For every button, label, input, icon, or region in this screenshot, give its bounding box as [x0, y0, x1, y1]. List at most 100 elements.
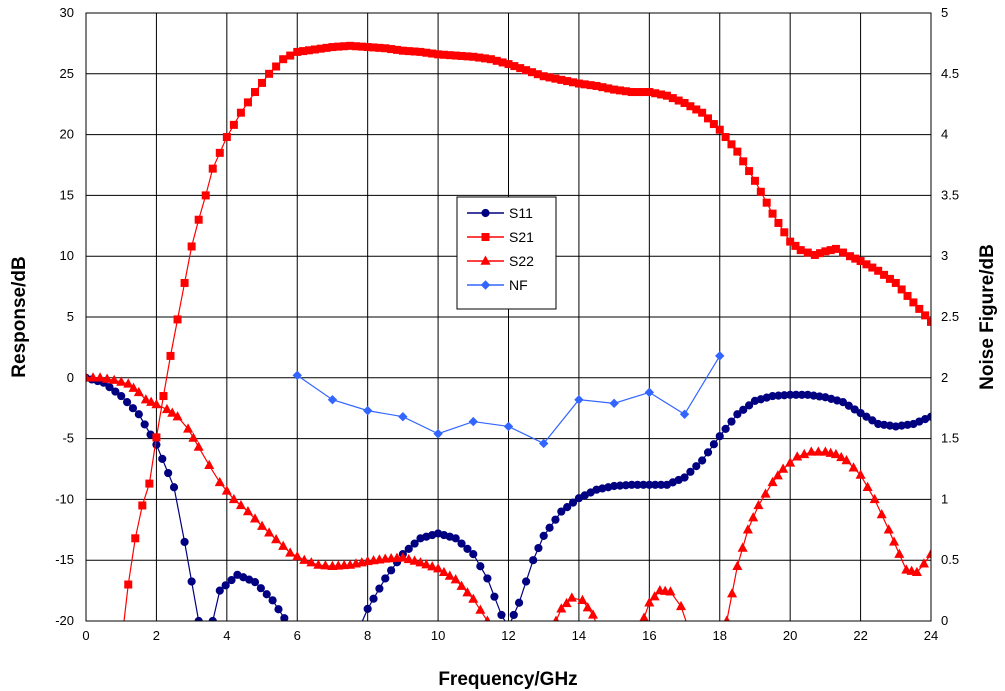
point-S11 [522, 577, 531, 586]
point-S11 [410, 539, 419, 548]
point-S11 [451, 534, 460, 543]
point-S21 [780, 228, 789, 237]
point-S11 [381, 574, 390, 583]
point-S11 [262, 590, 271, 599]
point-S11 [715, 432, 724, 441]
point-S22 [911, 566, 922, 577]
y-tick-label: 0 [67, 370, 74, 385]
point-S21 [786, 237, 795, 246]
point-S21 [921, 311, 930, 320]
point-S11 [709, 440, 718, 449]
point-S11 [199, 642, 206, 649]
x-tick-label: 20 [783, 628, 797, 643]
point-S11 [483, 574, 492, 583]
point-S11 [703, 448, 713, 457]
point-S22 [723, 615, 730, 621]
point-S22 [836, 451, 847, 462]
point-S22 [876, 509, 887, 519]
point-S22 [427, 561, 438, 571]
x-tick-label: 4 [223, 628, 230, 643]
point-S11 [122, 398, 132, 407]
y-tick-label: -20 [55, 613, 74, 628]
point-S21 [880, 270, 889, 279]
point-S21 [909, 298, 918, 307]
y2-tick-label: 3 [941, 248, 948, 263]
point-S21 [265, 69, 274, 78]
point-S11 [514, 598, 524, 607]
point-S11 [134, 410, 143, 419]
point-S22 [433, 563, 444, 573]
point-S21 [145, 479, 154, 488]
point-S11 [739, 405, 748, 414]
point-S22 [785, 457, 796, 467]
point-S22 [193, 441, 204, 451]
point-S11 [204, 630, 211, 637]
point-S22 [128, 382, 139, 392]
point-S22 [753, 499, 764, 510]
point-S21 [201, 191, 210, 200]
legend-label: S21 [509, 229, 534, 245]
point-S21 [774, 218, 783, 227]
point-S22 [820, 446, 831, 456]
y2-tick-label: 0.5 [941, 552, 959, 567]
point-S11 [268, 596, 277, 605]
point-S21 [152, 433, 161, 442]
point-S21 [796, 246, 805, 255]
point-S22 [256, 520, 268, 530]
point-S21 [756, 187, 765, 196]
point-S22 [925, 548, 931, 558]
point-S22 [86, 372, 92, 382]
point-S11 [152, 440, 161, 449]
point-S21 [885, 274, 894, 283]
point-S11 [557, 507, 566, 516]
point-S22 [409, 555, 420, 565]
point-S22 [161, 403, 173, 414]
point-S11 [158, 454, 167, 463]
x-tick-label: 10 [431, 628, 445, 643]
point-S22 [901, 564, 912, 574]
point-S11 [680, 473, 689, 482]
point-S22 [188, 432, 199, 442]
point-S22 [556, 603, 567, 613]
x-tick-label: 8 [364, 628, 371, 643]
point-NF [715, 351, 725, 361]
point-S22 [566, 592, 577, 602]
point-S21 [891, 278, 900, 287]
point-S22 [577, 594, 588, 605]
point-S21 [698, 108, 707, 117]
point-NF [503, 421, 514, 432]
y-tick-labels: -20 -15 -10 -5 0 5 10 15 20 25 30 [55, 5, 74, 628]
y2-tick-label: 1 [941, 491, 948, 506]
point-S21 [903, 291, 912, 300]
y-tick-label: 15 [60, 187, 74, 202]
point-S22 [684, 623, 692, 631]
point-S21 [229, 120, 238, 129]
legend-item-S22: S22 [467, 253, 534, 269]
point-S21 [897, 285, 906, 294]
point-S22 [587, 609, 599, 619]
point-S22 [582, 602, 593, 612]
point-S11 [369, 594, 378, 603]
point-S22 [313, 559, 324, 569]
point-S11 [194, 616, 203, 621]
point-S11 [387, 566, 396, 575]
point-S21 [803, 248, 812, 257]
point-S21 [272, 62, 281, 71]
point-S22 [888, 536, 900, 546]
y-tick-label: -5 [62, 431, 74, 446]
point-S22 [778, 463, 789, 473]
y-tick-label: -10 [55, 491, 74, 506]
point-S11 [476, 562, 485, 571]
point-S22 [619, 629, 627, 637]
point-NF [609, 398, 619, 409]
point-S22 [450, 574, 461, 584]
legend-swatch-marker [481, 233, 490, 241]
series-S22 [86, 372, 931, 637]
legend-swatch-marker [481, 208, 490, 218]
legend-item-S21: S21 [467, 229, 534, 245]
point-S22 [415, 557, 426, 567]
point-S22 [627, 629, 635, 637]
point-S21 [739, 157, 748, 166]
point-NF [539, 438, 549, 449]
